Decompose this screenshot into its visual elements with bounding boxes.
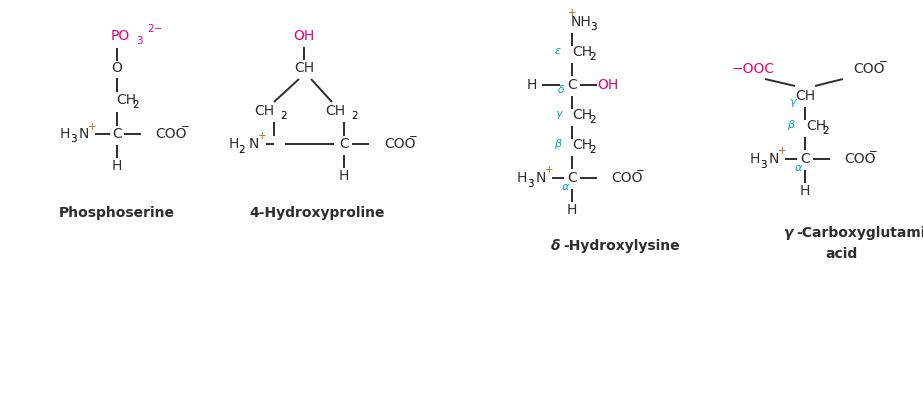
Text: 3: 3 (590, 22, 596, 32)
Text: CH: CH (795, 89, 815, 103)
Text: N: N (536, 171, 546, 185)
Text: +: + (545, 165, 553, 175)
Text: H: H (229, 137, 239, 151)
Text: +: + (778, 146, 786, 156)
Text: Phosphoserine: Phosphoserine (59, 206, 175, 220)
Text: −: − (879, 57, 887, 67)
Text: CH: CH (572, 108, 593, 122)
Text: 3: 3 (760, 160, 766, 170)
Text: +: + (88, 122, 96, 132)
Text: C: C (567, 78, 577, 92)
Text: 4-Hydroxyproline: 4-Hydroxyproline (249, 206, 385, 220)
Text: C: C (339, 137, 349, 151)
Text: 2: 2 (590, 115, 596, 125)
Text: β: β (787, 120, 795, 130)
Text: COO: COO (384, 137, 415, 151)
Text: C: C (567, 171, 577, 185)
Text: acid: acid (826, 247, 858, 261)
Text: CH: CH (116, 93, 136, 107)
Text: N: N (769, 152, 779, 166)
Text: CH: CH (294, 61, 314, 75)
Text: ε: ε (555, 46, 561, 56)
Text: 3: 3 (527, 178, 533, 188)
Text: γ: γ (784, 226, 793, 240)
Text: −: − (636, 166, 644, 176)
Text: 2: 2 (239, 144, 246, 154)
Text: 2: 2 (590, 145, 596, 155)
Text: +: + (568, 8, 576, 18)
Text: COO: COO (155, 127, 186, 141)
Text: CH: CH (806, 119, 826, 133)
Text: H: H (567, 203, 577, 217)
Text: COO: COO (611, 171, 642, 185)
Text: C: C (112, 127, 122, 141)
Text: δ: δ (550, 239, 560, 253)
Text: OH: OH (597, 78, 618, 92)
Text: CH: CH (572, 45, 593, 59)
Text: H: H (60, 127, 70, 141)
Text: β: β (555, 139, 561, 149)
Text: H: H (112, 159, 122, 173)
Text: COO: COO (853, 62, 884, 76)
Text: -Hydroxylysine: -Hydroxylysine (563, 239, 679, 253)
Text: 3: 3 (70, 134, 77, 144)
Text: CH: CH (325, 104, 345, 118)
Text: NH: NH (571, 15, 592, 29)
Text: N: N (249, 137, 259, 151)
Text: C: C (800, 152, 809, 166)
Text: −: − (181, 122, 189, 132)
Text: H: H (800, 184, 810, 198)
Text: 2: 2 (590, 52, 596, 62)
Text: H: H (527, 78, 537, 92)
Text: O: O (112, 61, 123, 75)
Text: α: α (561, 182, 569, 192)
Text: 2: 2 (822, 126, 829, 136)
Text: δ: δ (557, 85, 564, 95)
Text: H: H (339, 169, 349, 183)
Text: γ: γ (555, 109, 561, 119)
Text: PO: PO (111, 29, 130, 43)
Text: 2: 2 (281, 111, 287, 121)
Text: 2: 2 (133, 100, 139, 110)
Text: CH: CH (254, 104, 274, 118)
Text: -Carboxyglutamic: -Carboxyglutamic (796, 226, 923, 240)
Text: −: − (409, 132, 417, 142)
Text: −: − (869, 147, 878, 157)
Text: −OOC: −OOC (731, 62, 774, 76)
Text: CH: CH (572, 138, 593, 152)
Text: COO: COO (844, 152, 876, 166)
Text: α: α (795, 163, 802, 173)
Text: +: + (258, 131, 267, 141)
Text: N: N (78, 127, 90, 141)
Text: 2−: 2− (148, 24, 162, 34)
Text: 3: 3 (136, 36, 142, 46)
Text: H: H (517, 171, 527, 185)
Text: 2: 2 (352, 111, 358, 121)
Text: γ: γ (788, 97, 796, 107)
Text: H: H (749, 152, 761, 166)
Text: OH: OH (294, 29, 315, 43)
